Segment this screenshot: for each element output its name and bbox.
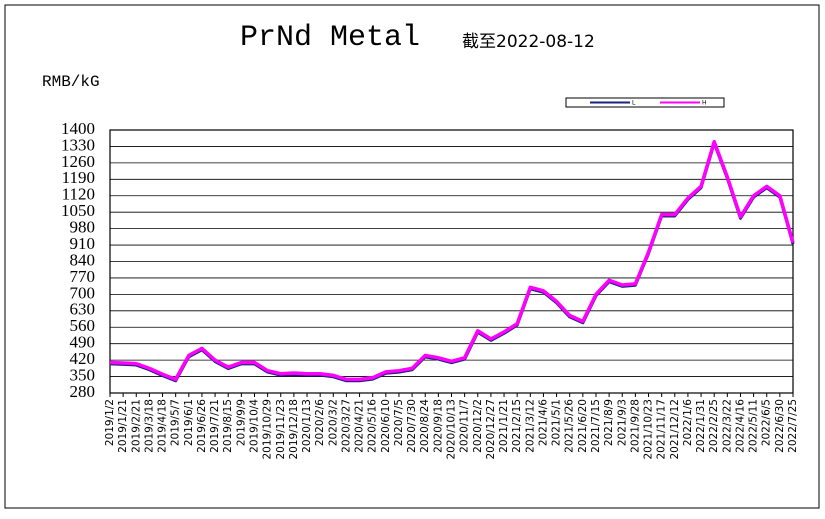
x-tick-label: 2021/9/3: [616, 399, 628, 446]
x-tick-label: 2022/6/5: [761, 399, 773, 446]
x-tick-label: 2022/1/31: [695, 399, 707, 453]
y-tick-label: 840: [70, 250, 96, 269]
x-tick-label: 2020/1/13: [301, 399, 313, 453]
x-tick-label: 2022/6/30: [774, 399, 786, 453]
x-tick-label: 2021/7/15: [590, 399, 602, 453]
x-tick-label: 2021/10/23: [643, 399, 655, 460]
y-tick-label: 1050: [61, 201, 95, 220]
y-tick-label: 280: [70, 382, 96, 401]
x-tick-label: 2020/7/5: [393, 399, 405, 446]
x-tick-label: 2021/2/15: [511, 399, 523, 453]
x-tick-label: 2022/1/6: [682, 399, 694, 446]
y-tick-label: 560: [70, 316, 96, 335]
y-tick-label: 350: [70, 365, 96, 384]
x-tick-label: 2021/3/12: [524, 399, 536, 453]
y-tick-label: 910: [70, 234, 96, 253]
y-tick-label: 980: [70, 218, 96, 237]
legend-label: H: [702, 100, 707, 107]
x-tick-label: 2021/5/1: [551, 399, 563, 446]
x-tick-label: 2020/3/2: [327, 399, 339, 446]
y-tick-label: 700: [70, 283, 96, 302]
frame: [4, 4, 820, 509]
x-tick-label: 2019/10/4: [248, 399, 260, 453]
y-tick-label: 1330: [61, 135, 95, 154]
x-tick-label: 2019/6/26: [196, 399, 208, 453]
x-tick-label: 2019/1/21: [117, 399, 129, 453]
x-tick-label: 2020/10/13: [446, 399, 458, 460]
y-axis-label: RMB/kG: [42, 73, 100, 91]
x-tick-label: 2020/9/18: [432, 399, 444, 453]
x-tick-label: 2019/5/7: [170, 399, 182, 446]
x-tick-label: 2022/3/22: [721, 399, 733, 453]
x-tick-label: 2021/12/12: [669, 399, 681, 460]
x-tick-label: 2020/11/7: [459, 399, 471, 453]
x-tick-label: 2019/6/1: [183, 399, 195, 446]
y-tick-label: 490: [70, 333, 96, 352]
x-tick-label: 2020/12/2: [472, 399, 484, 453]
x-tick-label: 2022/4/16: [734, 399, 746, 453]
legend-box: [565, 97, 725, 108]
x-tick-label: 2020/2/6: [314, 399, 326, 446]
x-tick-label: 2021/9/28: [629, 399, 641, 453]
x-tick-label: 2020/4/21: [354, 399, 366, 453]
x-tick-label: 2019/1/2: [104, 399, 116, 446]
x-tick-label: 2019/10/29: [262, 399, 274, 460]
x-tick-label: 2019/12/18: [288, 399, 300, 460]
x-tick-label: 2021/1/21: [498, 399, 510, 453]
x-tick-label: 2021/4/6: [537, 399, 549, 446]
legend-label: L: [632, 100, 636, 107]
y-tick-label: 1120: [62, 185, 95, 204]
y-tick-label: 630: [70, 300, 96, 319]
x-tick-label: 2021/6/20: [577, 399, 589, 453]
x-tick-label: 2022/2/25: [708, 399, 720, 453]
y-tick-label: 1400: [61, 119, 95, 138]
x-tick-label: 2019/2/21: [130, 399, 142, 453]
x-tick-label: 2019/3/18: [143, 399, 155, 453]
y-tick-label: 1190: [62, 168, 95, 187]
x-tick-label: 2020/8/24: [419, 399, 431, 453]
x-tick-label: 2019/7/21: [209, 399, 221, 453]
x-tick-label: 2021/5/26: [564, 399, 576, 453]
x-tick-label: 2020/12/27: [485, 399, 497, 460]
x-tick-label: 2022/7/25: [787, 399, 799, 453]
y-tick-label: 420: [70, 349, 96, 368]
y-tick-label: 770: [70, 267, 96, 286]
line-series: [109, 139, 795, 382]
y-tick-label: 1260: [61, 152, 95, 171]
x-tick-label: 2019/9/9: [235, 399, 247, 446]
x-tick-label: 2019/11/23: [275, 399, 287, 460]
x-tick-label: 2019/8/15: [222, 399, 234, 453]
x-tick-label: 2019/4/18: [157, 399, 169, 453]
x-tick-label: 2020/7/30: [406, 399, 418, 453]
chart-subtitle: 截至2022-08-12: [462, 32, 595, 52]
x-tick-label: 2021/8/9: [603, 399, 615, 446]
x-tick-label: 2020/3/27: [340, 399, 352, 453]
x-tick-label: 2022/5/11: [748, 399, 760, 453]
line-series: [109, 141, 795, 383]
x-tick-label: 2020/5/16: [367, 399, 379, 453]
x-tick-label: 2021/11/17: [656, 399, 668, 460]
chart-title: PrNd Metal: [240, 21, 420, 55]
x-tick-label: 2020/6/10: [380, 399, 392, 453]
